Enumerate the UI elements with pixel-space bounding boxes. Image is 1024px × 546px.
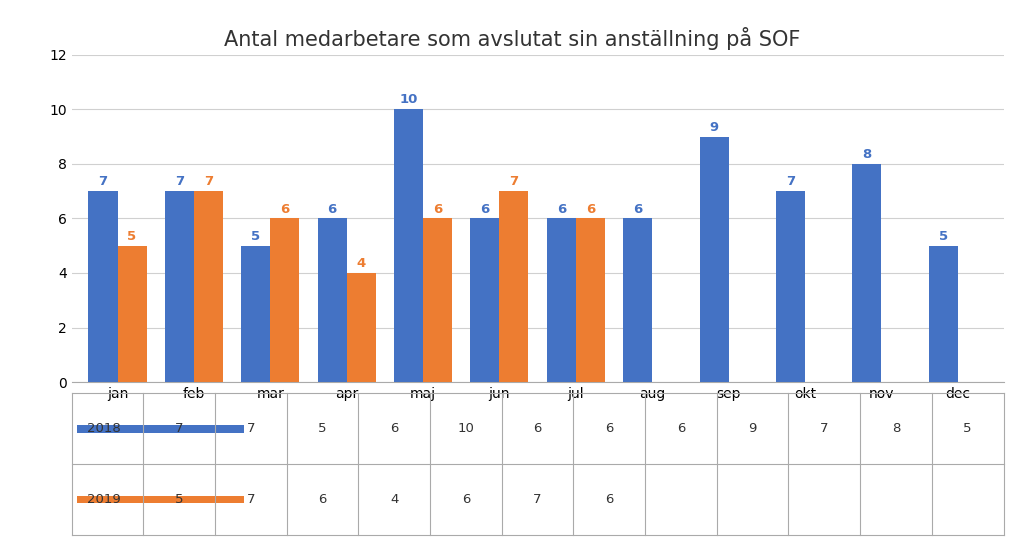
Text: 10: 10 [458, 422, 474, 435]
Text: 6: 6 [480, 203, 489, 216]
Text: 6: 6 [605, 493, 613, 506]
Bar [88, 191, 118, 382]
Text: 6: 6 [633, 203, 642, 216]
Text: 4: 4 [390, 493, 398, 506]
Text: 6: 6 [318, 493, 327, 506]
Bar [394, 109, 423, 382]
Bar [242, 246, 270, 382]
Bar [699, 136, 728, 382]
Text: 7: 7 [247, 493, 255, 506]
Text: 7: 7 [204, 175, 213, 188]
Text: 5: 5 [251, 230, 260, 243]
Text: 6: 6 [557, 203, 566, 216]
Text: 7: 7 [175, 422, 183, 435]
Text: 2018: 2018 [87, 422, 121, 435]
Text: 7: 7 [820, 422, 828, 435]
Text: 6: 6 [605, 422, 613, 435]
Text: 9: 9 [710, 121, 719, 134]
Text: 5: 5 [175, 493, 183, 506]
Bar [194, 191, 223, 382]
Text: 6: 6 [281, 203, 290, 216]
Bar [78, 425, 244, 432]
Bar [470, 218, 500, 382]
Bar [776, 191, 805, 382]
Bar [547, 218, 575, 382]
Text: 6: 6 [586, 203, 595, 216]
Bar [423, 218, 452, 382]
Text: 7: 7 [175, 175, 184, 188]
Text: 6: 6 [462, 493, 470, 506]
Text: 6: 6 [534, 422, 542, 435]
Bar [929, 246, 957, 382]
Text: 7: 7 [247, 422, 255, 435]
Bar [852, 164, 882, 382]
Text: 7: 7 [785, 175, 795, 188]
Text: 5: 5 [939, 230, 948, 243]
Text: 9: 9 [749, 422, 757, 435]
Text: 10: 10 [399, 93, 418, 106]
Bar [270, 218, 299, 382]
Text: 7: 7 [534, 493, 542, 506]
Text: 8: 8 [862, 148, 871, 161]
Bar [347, 273, 376, 382]
Text: 7: 7 [98, 175, 108, 188]
Text: 2019: 2019 [87, 493, 121, 506]
Bar [575, 218, 605, 382]
Text: 6: 6 [328, 203, 337, 216]
Bar [118, 246, 146, 382]
Bar [624, 218, 652, 382]
Bar [317, 218, 347, 382]
Text: 6: 6 [433, 203, 442, 216]
Text: 5: 5 [318, 422, 327, 435]
Text: 5: 5 [964, 422, 972, 435]
Text: 4: 4 [356, 257, 366, 270]
Text: 7: 7 [509, 175, 518, 188]
Text: 6: 6 [677, 422, 685, 435]
Bar [78, 496, 244, 503]
Text: 8: 8 [892, 422, 900, 435]
Bar [165, 191, 194, 382]
Bar [500, 191, 528, 382]
Text: Antal medarbetare som avslutat sin anställning på SOF: Antal medarbetare som avslutat sin anstä… [224, 27, 800, 50]
Text: 5: 5 [127, 230, 136, 243]
Text: 6: 6 [390, 422, 398, 435]
